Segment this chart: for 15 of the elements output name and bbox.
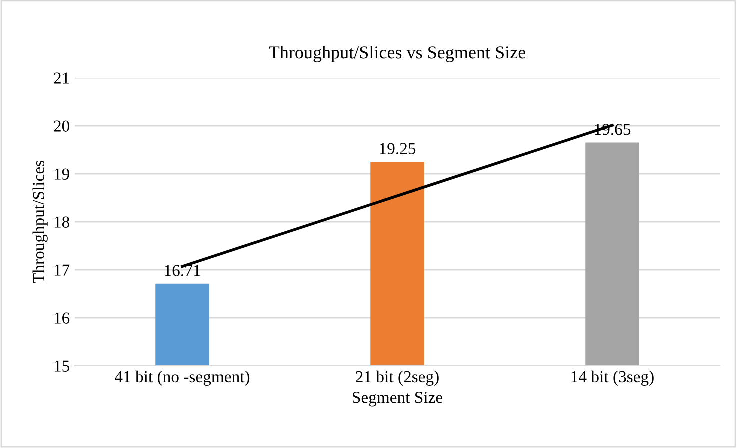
chart-title: Throughput/Slices vs Segment Size	[269, 46, 526, 62]
x-tick-label: 41 bit (no -segment)	[115, 370, 250, 386]
y-tick-label: 19	[54, 168, 70, 180]
y-tick-label: 18	[54, 216, 70, 228]
x-axis-title: Segment Size	[353, 392, 443, 407]
text: 16.71	[165, 265, 200, 276]
y-axis-title: Throughput/Slices	[32, 161, 48, 284]
y-tick-label: 16	[54, 312, 70, 324]
x-tick-label: 21 bit (2seg)	[356, 370, 439, 386]
y-tick-label: 17	[54, 264, 70, 276]
y-tick-label: 15	[54, 360, 70, 372]
y-tick-label: 20	[54, 120, 70, 132]
y-tick-label: 21	[54, 72, 70, 84]
x-tick-label: 14 bit (3seg)	[572, 370, 654, 386]
text: 19.25	[380, 143, 416, 155]
